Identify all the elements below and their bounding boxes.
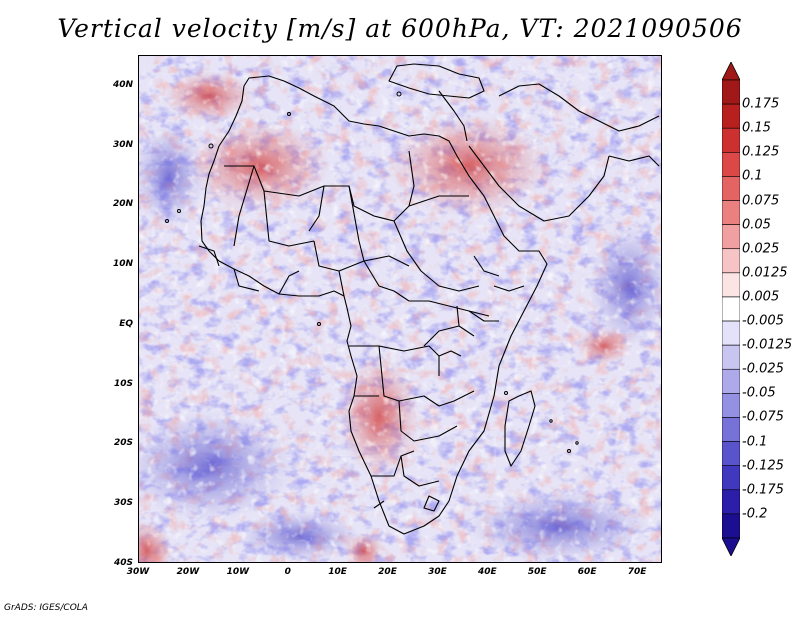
colorbar-label: -0.075 — [742, 409, 784, 425]
colorbar-label: -0.0125 — [742, 337, 793, 353]
colorbar-label: -0.175 — [742, 482, 784, 498]
colorbar-segment — [722, 368, 740, 394]
colorbar — [722, 62, 740, 556]
colorbar-label: 0.15 — [742, 120, 771, 136]
colorbar-segment — [722, 200, 740, 225]
colorbar-segment — [722, 79, 740, 105]
colorbar-segment — [722, 127, 740, 153]
colorbar-label: -0.025 — [742, 361, 784, 377]
lat-tick-label: 30N — [112, 139, 133, 150]
colorbar-label: -0.005 — [742, 313, 784, 329]
credit-text: GrADS: IGES/COLA — [4, 603, 88, 613]
lat-tick-label: 30S — [113, 498, 133, 509]
colorbar-bottom-arrow — [722, 537, 740, 556]
colorbar-label: 0.005 — [742, 289, 780, 305]
lat-tick-label: 20N — [112, 199, 133, 210]
colorbar-segment — [722, 513, 740, 539]
lon-tick-label: 10W — [226, 567, 250, 577]
colorbar-segment — [722, 224, 740, 250]
chart-title: Vertical velocity [m/s] at 600hPa, VT: 2… — [57, 14, 743, 43]
colorbar-segment — [722, 152, 740, 177]
lon-tick-label: 20W — [176, 567, 200, 577]
coastlines-and-borders — [198, 63, 660, 535]
colorbar-segment — [722, 103, 740, 129]
lon-tick-label: 40E — [477, 567, 497, 577]
lon-tick-label: 0 — [284, 567, 291, 577]
colorbar-segment — [722, 176, 740, 201]
small-islands — [165, 91, 579, 453]
colorbar-label: 0.025 — [742, 241, 780, 257]
map-plot-area — [138, 55, 662, 563]
colorbar-label: 0.075 — [742, 193, 780, 209]
colorbar-label: 0.125 — [742, 144, 780, 160]
colorbar-segment — [722, 393, 740, 418]
colorbar-segment — [722, 441, 740, 466]
lon-tick-label: 60E — [577, 567, 597, 577]
colorbar-label: -0.2 — [742, 506, 768, 522]
vertical-velocity-field — [139, 56, 661, 562]
lon-tick-label: 30W — [126, 567, 150, 577]
colorbar-segment — [722, 296, 740, 322]
lat-tick-label: 20S — [113, 438, 133, 449]
colorbar-segment — [722, 344, 740, 370]
colorbar-label: 0.1 — [742, 168, 763, 184]
lon-tick-label: 30E — [428, 567, 447, 577]
lat-tick-label: 10S — [113, 378, 133, 389]
lon-tick-label: 50E — [527, 567, 547, 577]
colorbar-segment — [722, 417, 740, 442]
lon-tick-label: 70E — [627, 567, 647, 577]
colorbar-segment — [722, 248, 740, 274]
colorbar-label: -0.05 — [742, 385, 776, 401]
colorbar-segment — [722, 465, 740, 491]
colorbar-segment — [722, 320, 740, 346]
lat-tick-label: 40S — [113, 558, 133, 568]
colorbar-label: -0.1 — [742, 434, 768, 450]
lat-tick-label: 10N — [112, 259, 133, 270]
colorbar-top-arrow — [722, 62, 740, 81]
colorbar-segment — [722, 489, 740, 515]
colorbar-segment — [722, 272, 740, 298]
colorbar-label: 0.175 — [742, 96, 780, 112]
lat-tick-label: 40N — [112, 79, 133, 90]
lat-tick-label: EQ — [119, 318, 133, 329]
colorbar-label: -0.125 — [742, 458, 784, 474]
lon-tick-label: 10E — [328, 567, 347, 577]
lon-tick-label: 20E — [378, 567, 397, 577]
colorbar-label: 0.05 — [742, 217, 771, 233]
colorbar-label: 0.0125 — [742, 265, 788, 281]
